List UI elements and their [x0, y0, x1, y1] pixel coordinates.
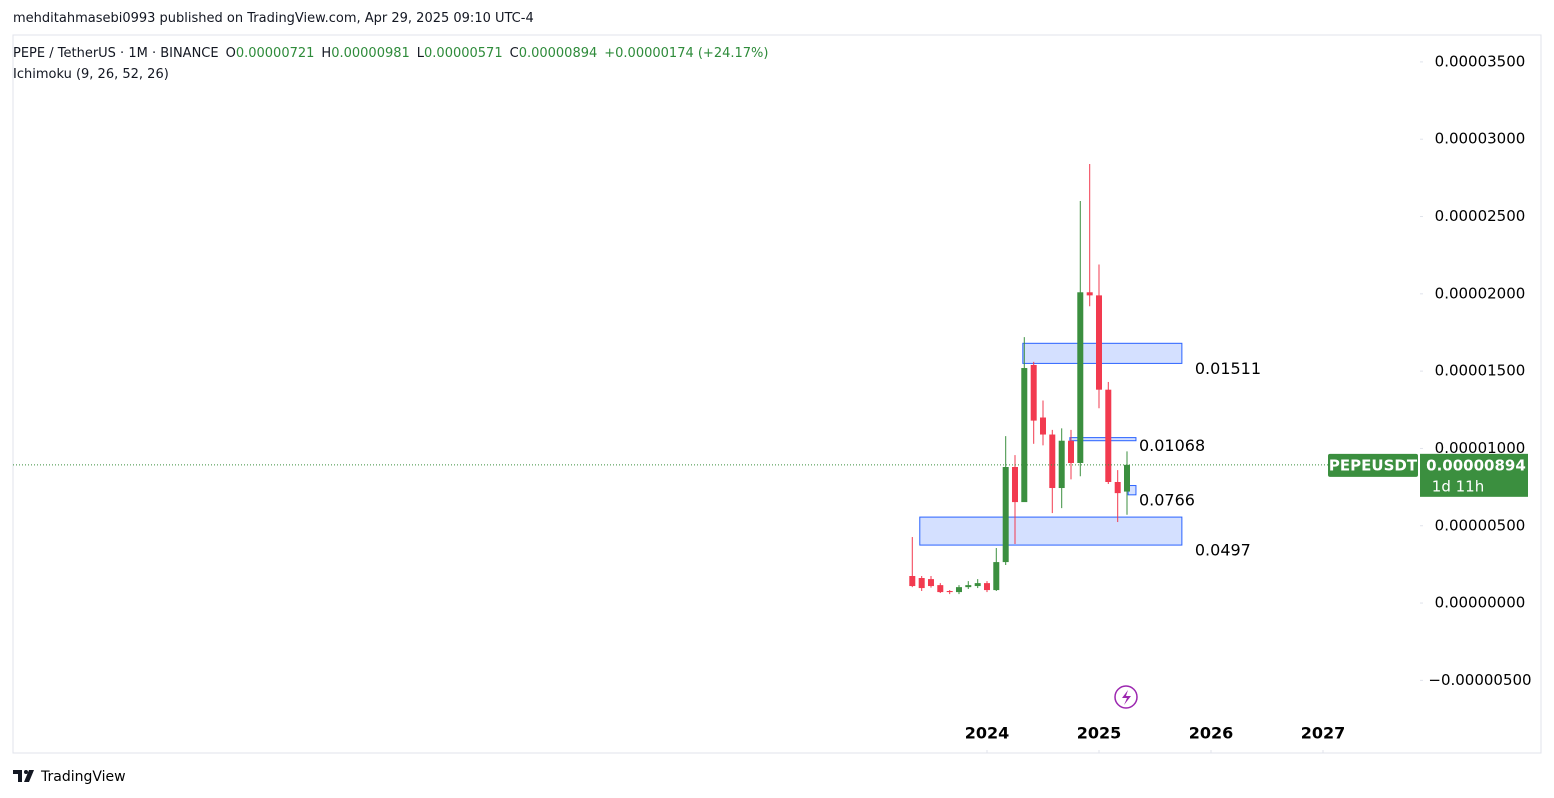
candle-body [1049, 434, 1056, 489]
candle-body [918, 578, 925, 589]
candle-body [937, 585, 944, 593]
candle-body [1011, 466, 1018, 503]
symbol-tag [1328, 453, 1418, 477]
ohlc-value: 0.00000981 [331, 46, 410, 61]
zone [1069, 437, 1137, 442]
brand-logo [13, 770, 34, 782]
y-tick-label: 0.00002500 [1435, 207, 1526, 225]
zone [919, 516, 1183, 546]
price-tag-label: 0.00000894 [1426, 456, 1526, 474]
ohlc-label: H [321, 46, 332, 61]
candle-body [1039, 417, 1046, 435]
candle-body [965, 585, 972, 588]
event-icon [1114, 685, 1138, 709]
countdown: 1d 11h [1432, 477, 1484, 495]
candle-body [1095, 295, 1102, 390]
x-tick-label: 2026 [1189, 724, 1234, 743]
x-tick-label: 2024 [965, 724, 1010, 743]
change: +0.00000174 (+24.17%) [604, 46, 769, 61]
candle-body [1105, 389, 1112, 482]
candle-body [1086, 292, 1093, 296]
candle-body [974, 583, 981, 587]
zone-label: 0.01068 [1139, 436, 1205, 455]
ohlc-label: O [225, 46, 236, 61]
symbol: PEPE / TetherUS · 1M · BINANCE [13, 46, 219, 61]
publish-note: mehditahmasebi0993 published on TradingV… [13, 11, 534, 26]
zone [1022, 342, 1183, 364]
zone-label: 0.0497 [1195, 541, 1251, 560]
candle-body [1114, 481, 1121, 494]
candle-body [1077, 292, 1084, 463]
candle-body [993, 562, 1000, 591]
candle-body [927, 579, 934, 587]
ohlc-value: 0.00000894 [518, 46, 598, 61]
candle-body [1067, 440, 1074, 463]
ohlc-value: 0.00000721 [235, 46, 315, 61]
y-tick-label: 0.00000000 [1435, 594, 1526, 612]
candle-body [1058, 440, 1065, 489]
y-tick-label: 0.00001000 [1435, 439, 1526, 457]
ohlc-label: C [509, 46, 519, 61]
candle-body [1030, 364, 1037, 421]
candle-body [1021, 368, 1028, 503]
brand: TradingView [40, 769, 126, 785]
legend-line: PEPE / TetherUS · 1M · BINANCE O0.0000072… [13, 46, 768, 61]
ohlc-label: L [416, 46, 425, 61]
y-tick-label: 0.00000500 [1435, 516, 1526, 534]
candle-body [909, 576, 916, 587]
x-tick-label: 2027 [1301, 724, 1346, 743]
candle-body [946, 590, 953, 593]
chart-frame [12, 34, 1542, 754]
candle-body [983, 583, 990, 591]
candle-body [1002, 466, 1009, 563]
x-tick-label: 2025 [1077, 724, 1122, 743]
y-tick-label: 0.00003000 [1435, 130, 1526, 148]
symbol-tag-label: PEPEUSDT [1329, 456, 1418, 474]
candle-body [1123, 464, 1130, 492]
price-tag [1420, 453, 1528, 497]
indicator: Ichimoku (9, 26, 52, 26) [13, 67, 169, 82]
zone-label: 0.01511 [1195, 359, 1261, 378]
y-tick-label: 0.00001500 [1435, 362, 1526, 380]
y-tick-label: 0.00003500 [1435, 52, 1526, 70]
ohlc-value: 0.00000571 [424, 46, 503, 61]
candle-body [955, 587, 962, 593]
y-tick-label: 0.00002000 [1435, 284, 1526, 302]
zone-label: 0.0766 [1139, 490, 1195, 509]
y-tick-label: −0.00000500 [1428, 671, 1531, 689]
